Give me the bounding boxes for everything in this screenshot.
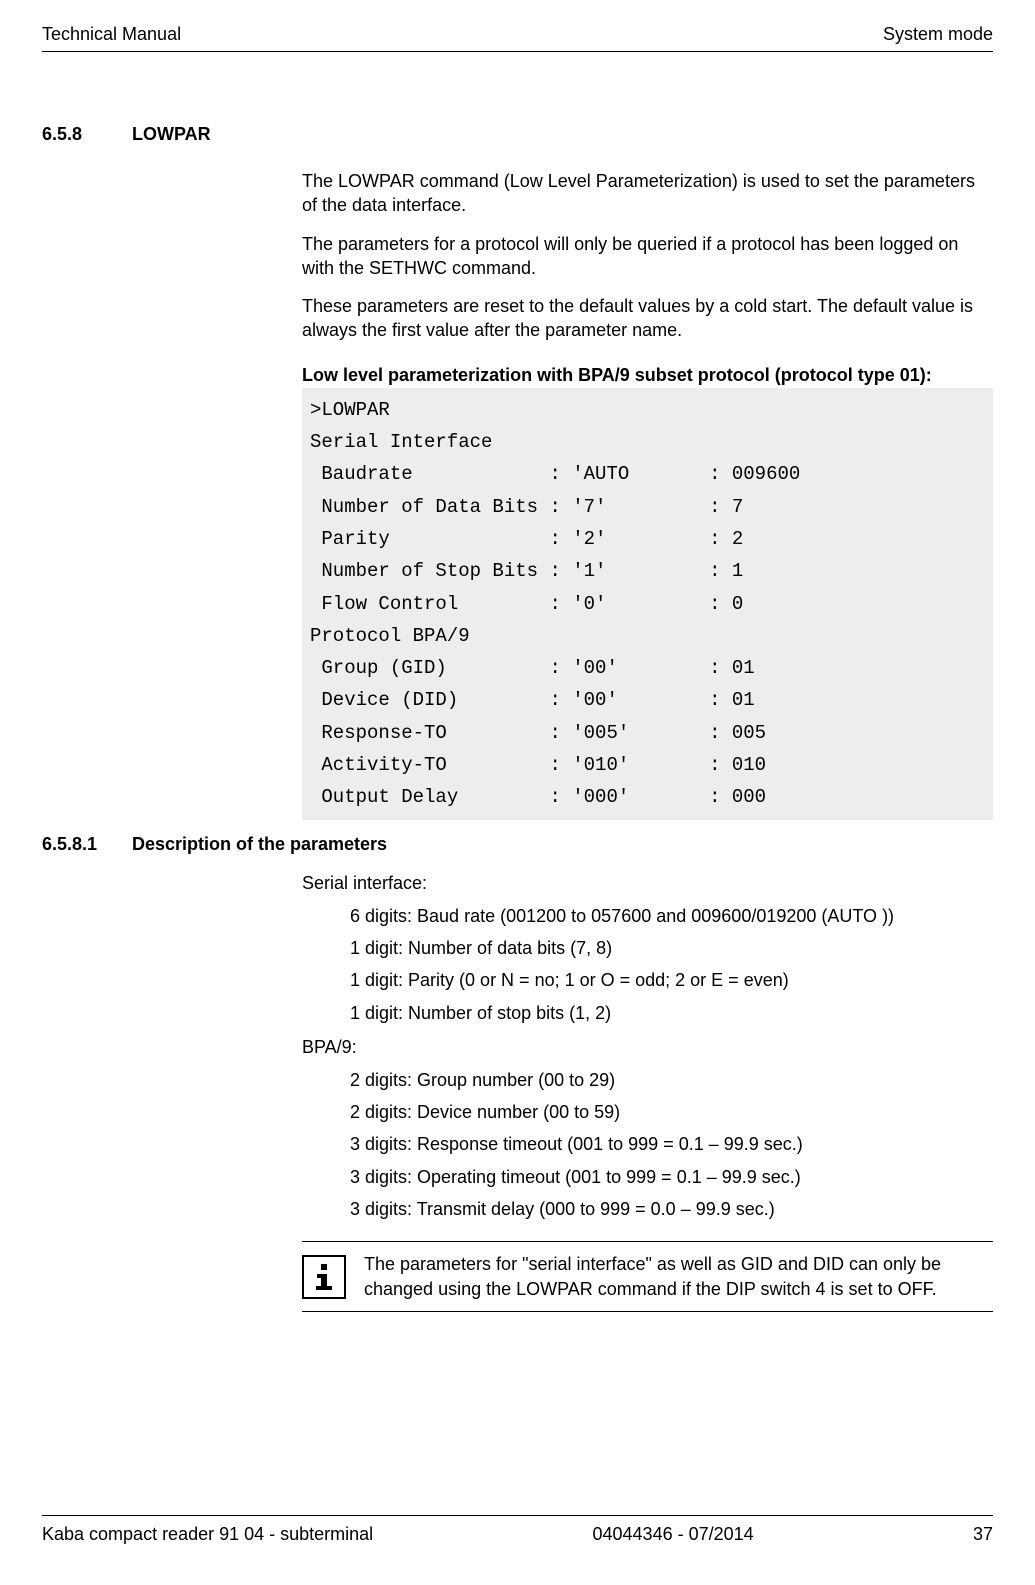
body-column: The LOWPAR command (Low Level Parameteri… [302,169,993,820]
subsection-number: 6.5.8.1 [42,834,132,855]
page-footer: Kaba compact reader 91 04 - subterminal … [42,1515,993,1545]
paragraph: These parameters are reset to the defaul… [302,294,993,343]
footer-left: Kaba compact reader 91 04 - subterminal [42,1524,373,1545]
serial-interface-heading: Serial interface: [302,873,993,894]
list-item: 6 digits: Baud rate (001200 to 057600 an… [350,904,993,928]
paragraph: The parameters for a protocol will only … [302,232,993,281]
info-note-text: The parameters for "serial interface" as… [364,1252,993,1301]
header-right: System mode [883,24,993,45]
serial-interface-list: 6 digits: Baud rate (001200 to 057600 an… [350,904,993,1025]
section-number: 6.5.8 [42,124,132,145]
list-item: 2 digits: Device number (00 to 59) [350,1100,993,1124]
list-item: 1 digit: Number of data bits (7, 8) [350,936,993,960]
list-item: 3 digits: Transmit delay (000 to 999 = 0… [350,1197,993,1221]
list-item: 1 digit: Parity (0 or N = no; 1 or O = o… [350,968,993,992]
page-header: Technical Manual System mode [42,24,993,52]
list-item: 2 digits: Group number (00 to 29) [350,1068,993,1092]
header-left: Technical Manual [42,24,181,45]
info-icon [302,1255,346,1299]
subsection-heading: 6.5.8.1 Description of the parameters [42,834,993,855]
info-note: The parameters for "serial interface" as… [302,1241,993,1312]
footer-center: 04044346 - 07/2014 [593,1524,754,1545]
description-column: Serial interface: 6 digits: Baud rate (0… [302,873,993,1312]
code-block: >LOWPAR Serial Interface Baudrate : 'AUT… [302,388,993,820]
subsection-title: Description of the parameters [132,834,387,855]
paragraph: The LOWPAR command (Low Level Parameteri… [302,169,993,218]
section-title: LOWPAR [132,124,211,145]
list-item: 3 digits: Response timeout (001 to 999 =… [350,1132,993,1156]
bpa9-list: 2 digits: Group number (00 to 29) 2 digi… [350,1068,993,1221]
code-caption: Low level parameterization with BPA/9 su… [302,365,993,386]
footer-page-number: 37 [973,1524,993,1545]
list-item: 3 digits: Operating timeout (001 to 999 … [350,1165,993,1189]
list-item: 1 digit: Number of stop bits (1, 2) [350,1001,993,1025]
bpa9-heading: BPA/9: [302,1037,993,1058]
section-heading: 6.5.8 LOWPAR [42,124,993,145]
